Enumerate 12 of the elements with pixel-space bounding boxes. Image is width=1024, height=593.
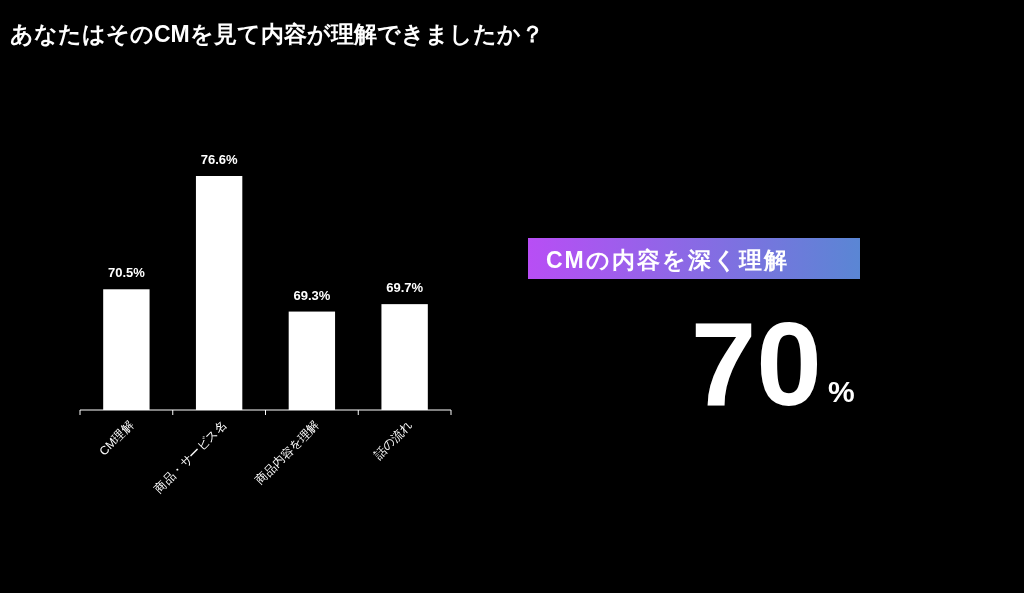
x-tick-label: CM理解	[96, 418, 137, 459]
x-tick-label: 話の流れ	[370, 418, 415, 463]
text: CMの内容を深く理解	[546, 247, 789, 273]
x-tick-label: 商品・サービス名	[151, 418, 230, 496]
data-label: 69.7%	[386, 280, 424, 296]
data-label: 70.5%	[107, 265, 146, 281]
x-tick-label: 商品内容を理解	[252, 418, 322, 488]
chart-title: あなたはそのCMを見て内容が理解できましたか？	[10, 21, 544, 47]
text: 70	[690, 298, 822, 430]
data-label: 69.3%	[293, 287, 331, 303]
text: %	[828, 375, 855, 408]
data-label: 76.6%	[200, 152, 238, 167]
